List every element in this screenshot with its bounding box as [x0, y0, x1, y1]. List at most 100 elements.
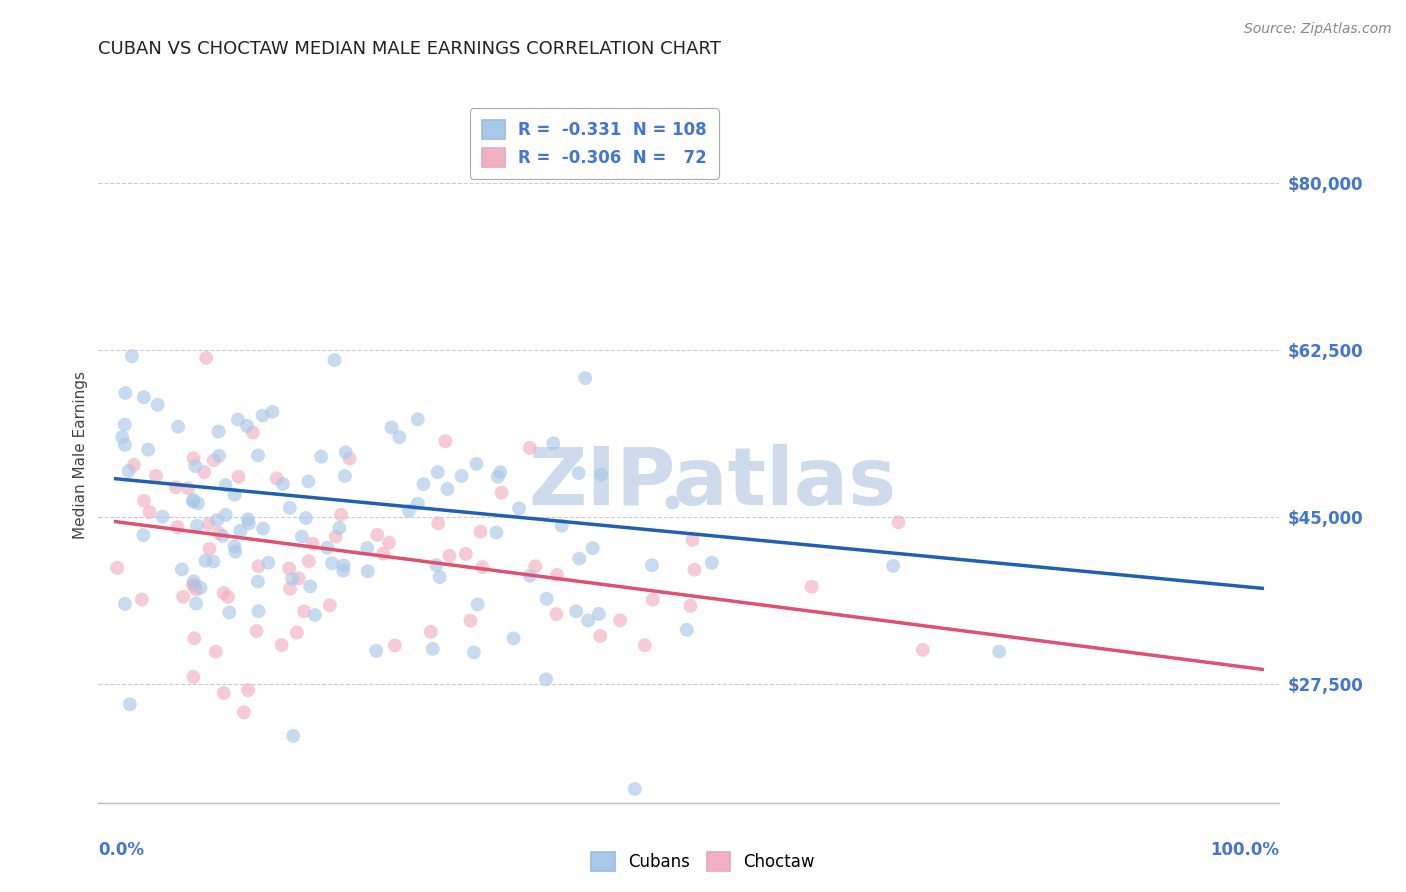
Point: [454, 547, 477, 561]
Point: [138, 505, 160, 519]
Text: Source: ZipAtlas.com: Source: ZipAtlas.com: [1244, 22, 1392, 37]
Point: [195, 351, 218, 365]
Point: [582, 541, 605, 555]
Point: [465, 457, 488, 471]
Point: [252, 522, 274, 536]
Point: [508, 501, 530, 516]
Point: [136, 442, 159, 457]
Point: [304, 607, 326, 622]
Point: [298, 554, 321, 568]
Point: [323, 353, 346, 368]
Point: [406, 412, 429, 426]
Point: [111, 430, 134, 444]
Point: [339, 451, 361, 466]
Point: [242, 425, 264, 440]
Point: [422, 641, 444, 656]
Point: [270, 638, 292, 652]
Point: [321, 556, 343, 570]
Point: [800, 580, 823, 594]
Point: [335, 445, 357, 459]
Point: [287, 571, 309, 585]
Point: [181, 578, 204, 592]
Point: [247, 449, 270, 463]
Point: [301, 536, 323, 550]
Point: [278, 500, 301, 515]
Point: [197, 517, 219, 532]
Point: [546, 607, 568, 621]
Point: [470, 524, 492, 539]
Point: [486, 469, 509, 483]
Point: [683, 563, 706, 577]
Point: [226, 412, 249, 426]
Point: [183, 670, 205, 684]
Point: [384, 639, 406, 653]
Point: [170, 562, 193, 576]
Point: [591, 467, 613, 482]
Point: [194, 554, 217, 568]
Point: [426, 465, 449, 479]
Point: [519, 441, 541, 455]
Point: [291, 530, 314, 544]
Point: [145, 468, 167, 483]
Point: [257, 556, 280, 570]
Point: [247, 559, 270, 574]
Point: [184, 597, 207, 611]
Point: [208, 449, 231, 463]
Point: [297, 475, 319, 489]
Point: [328, 521, 350, 535]
Point: [543, 436, 565, 450]
Point: [450, 469, 472, 483]
Point: [278, 582, 301, 596]
Point: [675, 623, 697, 637]
Point: [212, 686, 235, 700]
Text: CUBAN VS CHOCTAW MEDIAN MALE EARNINGS CORRELATION CHART: CUBAN VS CHOCTAW MEDIAN MALE EARNINGS CO…: [98, 40, 721, 58]
Point: [218, 606, 240, 620]
Point: [463, 646, 485, 660]
Point: [202, 453, 225, 467]
Point: [624, 782, 647, 797]
Point: [224, 545, 246, 559]
Point: [588, 607, 610, 621]
Point: [436, 482, 458, 496]
Point: [166, 520, 188, 534]
Point: [485, 525, 508, 540]
Point: [434, 434, 457, 449]
Point: [266, 471, 288, 485]
Point: [373, 547, 395, 561]
Point: [576, 614, 599, 628]
Point: [332, 558, 354, 573]
Point: [118, 698, 141, 712]
Point: [215, 508, 238, 522]
Point: [357, 564, 380, 578]
Point: [198, 541, 221, 556]
Point: [551, 518, 574, 533]
Point: [132, 493, 155, 508]
Point: [641, 592, 664, 607]
Point: [536, 591, 558, 606]
Point: [330, 508, 353, 522]
Point: [471, 560, 494, 574]
Point: [429, 570, 451, 584]
Point: [425, 558, 447, 573]
Point: [412, 477, 434, 491]
Point: [132, 528, 155, 542]
Point: [184, 458, 207, 473]
Point: [887, 515, 910, 529]
Point: [122, 458, 145, 472]
Point: [489, 465, 512, 479]
Point: [439, 549, 461, 563]
Point: [247, 604, 270, 618]
Point: [238, 516, 260, 531]
Point: [114, 438, 136, 452]
Point: [204, 644, 226, 658]
Point: [208, 526, 231, 541]
Point: [186, 518, 208, 533]
Point: [634, 638, 657, 652]
Point: [524, 559, 547, 574]
Point: [333, 469, 356, 483]
Point: [211, 529, 233, 543]
Point: [105, 561, 128, 575]
Point: [546, 567, 568, 582]
Point: [121, 349, 143, 363]
Text: ZIPatlas: ZIPatlas: [529, 443, 897, 522]
